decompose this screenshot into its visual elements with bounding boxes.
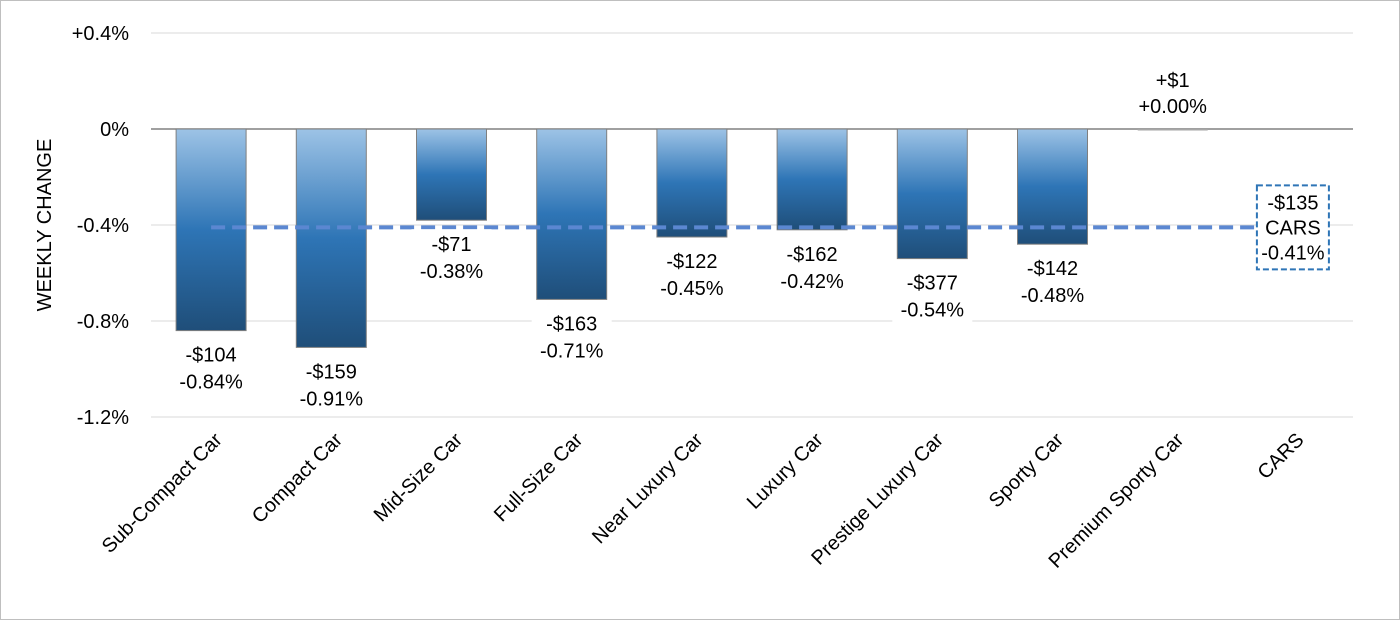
bar <box>776 128 848 231</box>
bar <box>1137 129 1208 131</box>
data-label-dollar: -$71 <box>431 234 471 256</box>
data-label-dollar: -$162 <box>787 244 838 266</box>
bar <box>656 128 728 238</box>
data-label-dollar: -$163 <box>546 313 597 335</box>
data-label-background <box>531 308 612 365</box>
bars <box>175 128 1208 348</box>
reference-line-group: -$135 CARS -0.41% <box>211 184 1330 271</box>
data-label-dollar: -$122 <box>666 251 717 273</box>
data-label-dollar: -$104 <box>186 345 237 367</box>
data-label-percent: -0.48% <box>1021 285 1085 307</box>
y-axis-ticks: +0.4% 0% -0.4% -0.8% -1.2% <box>72 23 129 429</box>
y-tick-label: +0.4% <box>72 23 129 45</box>
bar <box>1017 128 1088 245</box>
x-category-label: Full-Size Car <box>490 429 588 527</box>
data-label-background <box>651 246 732 302</box>
x-category-label: Sporty Car <box>985 429 1068 512</box>
data-label-percent: -0.38% <box>420 261 484 283</box>
data-label-background <box>1012 253 1093 310</box>
data-label-percent: +0.00% <box>1139 96 1208 118</box>
x-category-label: Prestige Luxury Car <box>807 429 948 570</box>
data-label-background <box>1132 65 1213 121</box>
data-label-background <box>291 356 372 413</box>
reference-label-box <box>1255 184 1330 271</box>
x-category-label: Mid-Size Car <box>370 429 468 527</box>
reference-label-name: CARS <box>1265 217 1321 239</box>
bar <box>416 128 487 221</box>
y-tick-label: -0.4% <box>77 215 129 237</box>
x-category-label: CARS <box>1254 429 1309 484</box>
reference-label-dollar: -$135 <box>1267 192 1318 214</box>
bar <box>295 128 367 348</box>
x-category-label: Luxury Car <box>743 429 828 514</box>
x-category-label: Premium Sporty Car <box>1045 429 1189 573</box>
x-category-label: Sub-Compact Car <box>98 429 227 558</box>
data-label-percent: -0.45% <box>660 278 724 300</box>
bar <box>175 128 247 332</box>
y-axis-title: WEEKLY CHANGE <box>34 139 56 312</box>
data-label-percent: -0.42% <box>780 271 844 293</box>
reference-label-percent: -0.41% <box>1261 242 1325 264</box>
data-label-background <box>892 267 973 324</box>
data-label-background <box>411 229 492 286</box>
data-label-background <box>171 339 252 396</box>
data-labels: -$104 -0.84% -$159 -0.91% -$71 -0.38% -$163 -0.… <box>171 65 1213 413</box>
x-category-label: Near Luxury Car <box>588 429 708 549</box>
y-tick-label: 0% <box>100 119 129 141</box>
data-label-percent: -0.71% <box>540 340 604 362</box>
data-label-dollar: +$1 <box>1156 70 1190 92</box>
y-tick-label: -0.8% <box>77 311 129 333</box>
data-label-background <box>772 238 853 295</box>
x-axis-categories: Sub-Compact Car Compact Car Mid-Size Car Fu… <box>98 429 1309 573</box>
data-label-dollar: -$142 <box>1027 258 1078 280</box>
y-tick-label: -1.2% <box>77 407 129 429</box>
data-label-dollar: -$377 <box>907 273 958 295</box>
bar <box>536 128 608 300</box>
bar <box>896 128 968 260</box>
data-label-percent: -0.91% <box>300 388 364 410</box>
x-category-label: Compact Car <box>248 429 347 528</box>
data-label-percent: -0.84% <box>179 372 243 394</box>
data-label-dollar: -$159 <box>306 361 357 383</box>
data-label-percent: -0.54% <box>901 300 965 322</box>
